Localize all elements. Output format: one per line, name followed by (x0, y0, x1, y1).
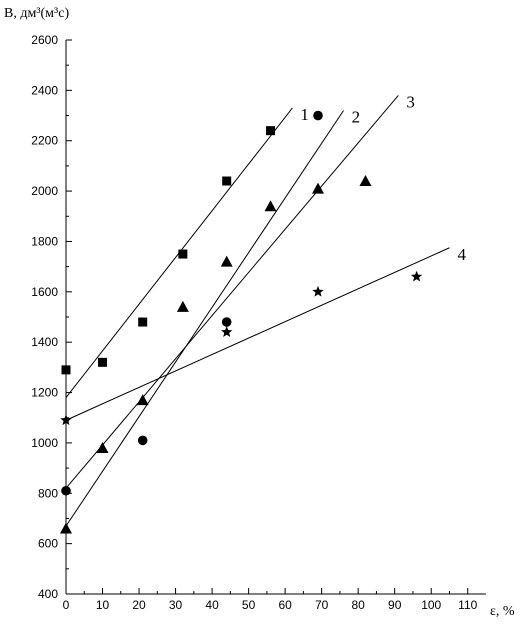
y-tick-label: 1600 (31, 285, 58, 299)
data-point-triangle (312, 182, 324, 194)
y-tick-label: 2400 (31, 83, 58, 97)
data-point-triangle (359, 175, 372, 187)
data-point-square (98, 357, 108, 367)
x-tick-label: 110 (458, 598, 477, 612)
fit-line-4 (65, 247, 450, 421)
x-tick-label: 10 (96, 598, 110, 612)
data-point-star (220, 326, 233, 337)
fit-line-3 (65, 95, 399, 489)
x-tick-label: 40 (205, 598, 219, 612)
x-tick-label: 100 (421, 598, 441, 612)
line-label-3: 3 (406, 92, 415, 111)
x-tick-label: 90 (388, 598, 402, 612)
data-point-square (266, 126, 276, 136)
x-tick-label: 50 (242, 598, 256, 612)
x-tick-label: 20 (132, 598, 146, 612)
data-point-circle (61, 485, 71, 496)
y-tick-label: 2000 (31, 184, 58, 198)
data-point-circle (137, 435, 148, 446)
fit-lines (65, 95, 450, 527)
line-label-2: 2 (352, 108, 361, 127)
y-axis-title: B, дм³(м³с) (4, 6, 69, 21)
y-tick-label: 1400 (31, 335, 58, 349)
y-tick-label: 1800 (31, 234, 58, 248)
line-label-1: 1 (300, 105, 309, 124)
y-tick-label: 1000 (31, 436, 58, 450)
y-tick-label: 2600 (31, 33, 58, 47)
x-tick-label: 30 (169, 598, 183, 612)
x-tick-label: 80 (351, 598, 365, 612)
data-point-circle (221, 317, 232, 327)
data-point-triangle (176, 300, 189, 312)
data-point-star (60, 414, 72, 426)
y-tick-label: 1200 (31, 386, 58, 400)
data-point-square (178, 249, 188, 259)
data-point-star (410, 270, 423, 282)
data-point-triangle (264, 200, 277, 212)
y-tick-label: 800 (38, 486, 58, 500)
data-point-triangle (136, 394, 149, 406)
y-tick-label: 2200 (31, 134, 58, 148)
x-tick-label: 70 (315, 598, 329, 612)
line-label-4: 4 (457, 245, 466, 264)
data-point-triangle (220, 255, 233, 267)
data-point-triangle (96, 441, 109, 453)
data-point-circle (313, 110, 323, 121)
data-point-square (222, 176, 232, 186)
line-labels: 1 2 3 4 (300, 92, 466, 263)
fit-line-2 (65, 110, 344, 527)
x-axis-title: ε, % (490, 604, 515, 619)
data-markers (60, 110, 423, 534)
x-tick-label: 0 (63, 598, 70, 612)
data-point-square (138, 317, 148, 327)
axes: 4006008001000120014001600180020002200240… (31, 33, 486, 612)
x-tick-label: 60 (278, 598, 292, 612)
data-point-triangle (60, 522, 72, 534)
data-point-square (61, 365, 71, 375)
data-point-star (312, 285, 324, 297)
y-tick-label: 600 (38, 537, 58, 551)
y-tick-label: 400 (38, 587, 58, 601)
